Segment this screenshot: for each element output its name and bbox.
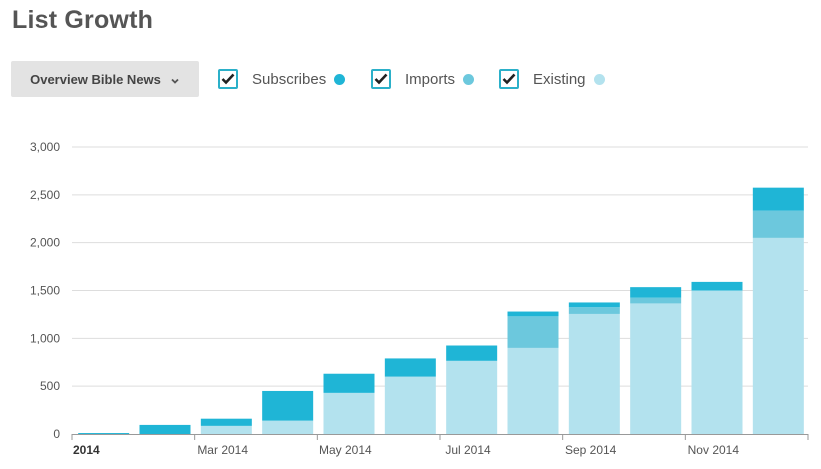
checkmark-icon [502,73,516,85]
bar-subscribes [262,390,314,421]
bar-imports [630,297,682,304]
y-tick-label: 500 [40,379,60,393]
bar-existing [752,237,804,434]
bar-existing [691,290,743,434]
x-tick-label: Nov 2014 [688,443,740,457]
bar-imports [507,316,559,348]
bar-existing [200,425,252,434]
legend-dot-imports [463,73,475,85]
legend-label-subscribes: Subscribes [252,70,327,88]
checkbox-imports[interactable] [371,69,391,89]
x-tick-label: Sep 2014 [565,443,617,457]
bar-subscribes [630,287,682,298]
bar-subscribes [446,345,498,361]
bar-subscribes [78,433,130,434]
x-tick-label: May 2014 [319,443,372,457]
bar-imports [752,210,804,238]
bar-subscribes [200,418,252,426]
y-tick-label: 2,500 [30,188,60,202]
bar-imports [568,307,620,314]
bar-subscribes [752,187,804,211]
bar-existing [568,313,620,434]
bar-existing [323,392,375,434]
y-tick-label: 1,500 [30,284,60,298]
checkmark-icon [221,73,235,85]
dropdown-label: Overview Bible News [30,71,161,87]
legend-imports[interactable]: Imports [371,67,475,91]
bar-existing [446,360,498,434]
bar-existing [384,376,436,434]
y-tick-label: 3,000 [30,140,60,154]
bar-subscribes [139,424,191,434]
list-select-dropdown[interactable]: Overview Bible News [11,61,199,97]
x-tick-label: Mar 2014 [197,443,248,457]
y-tick-label: 2,000 [30,236,60,250]
checkmark-icon [374,73,388,85]
bar-subscribes [568,302,620,308]
legend-dot-existing [593,73,605,85]
legend-dot-subscribes [334,73,346,85]
checkbox-existing[interactable] [499,69,519,89]
bar-existing [507,347,559,434]
bar-subscribes [507,311,559,317]
page-title: List Growth [12,6,154,34]
bar-existing [262,420,314,434]
y-tick-label: 1,000 [30,331,60,345]
legend-label-imports: Imports [405,70,456,88]
checkbox-subscribes[interactable] [218,69,238,89]
x-tick-label: Jul 2014 [445,443,491,457]
bar-subscribes [323,373,375,393]
legend-existing[interactable]: Existing [499,67,605,91]
legend-label-existing: Existing [533,70,586,88]
chevron-down-icon [170,74,180,84]
y-tick-label: 0 [53,427,60,441]
bar-subscribes [384,358,436,377]
bar-subscribes [691,281,743,291]
x-tick-label: 2014 [73,443,100,457]
bar-existing [630,303,682,434]
legend-subscribes[interactable]: Subscribes [218,67,346,91]
